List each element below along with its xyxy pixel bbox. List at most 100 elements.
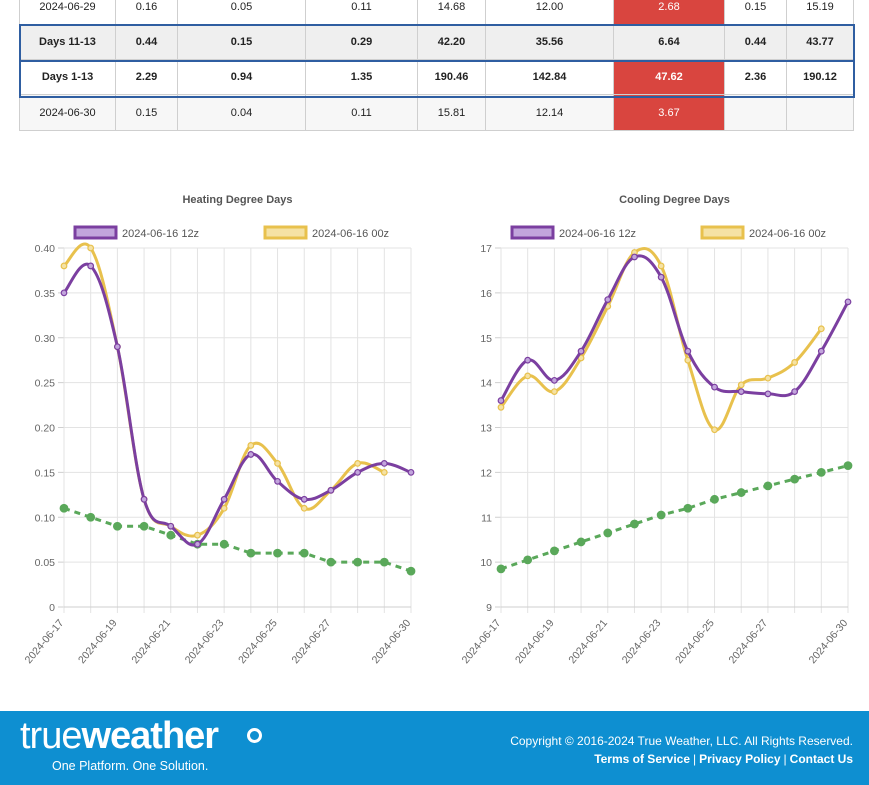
data-point [764, 374, 772, 382]
series-line [62, 262, 412, 547]
data-point [737, 381, 745, 389]
data-point [112, 521, 122, 531]
table-cell: 0.94 [177, 59, 306, 95]
y-tick-label: 0.30 [35, 333, 56, 345]
data-point [524, 356, 532, 364]
data-point [246, 548, 256, 558]
series-line-trend [63, 506, 412, 573]
table-cell: 2.29 [115, 59, 178, 95]
table-cell: 6.64 [613, 24, 725, 60]
logo-text-true: true [20, 715, 82, 757]
data-point [380, 460, 388, 467]
data-point [354, 468, 362, 476]
data-point [657, 273, 665, 281]
footer: trueweather One Platform. One Solution. … [0, 711, 869, 785]
data-point [139, 521, 149, 531]
data-point [166, 530, 176, 540]
y-tick-label: 0 [49, 602, 55, 614]
copyright-text: Copyright © 2016-2024 True Weather, LLC.… [510, 734, 853, 748]
data-point [247, 451, 255, 458]
y-tick-label: 12 [480, 467, 492, 479]
data-point [60, 262, 68, 270]
table-cell: 2024-06-30 [19, 94, 116, 131]
data-point [550, 376, 558, 384]
table-cell: 42.20 [417, 24, 486, 60]
x-tick-label: 2024-06-27 [289, 617, 333, 666]
data-point [407, 468, 415, 476]
x-tick-label: 2024-06-30 [370, 617, 414, 666]
table-cell: 43.77 [786, 24, 854, 60]
data-point [577, 347, 585, 355]
x-tick-label: 2024-06-23 [183, 617, 227, 666]
table-cell: 0.05 [177, 0, 306, 25]
table-cell [724, 94, 787, 131]
data-point [274, 460, 281, 467]
table-cell: 1.35 [305, 59, 418, 95]
table-cell: 142.84 [485, 59, 614, 95]
legend-swatch [510, 225, 555, 240]
data-point [657, 262, 665, 270]
legend-swatch [73, 225, 118, 240]
table-row: 2024-06-30 0.15 0.04 0.11 15.81 12.14 3.67 [19, 94, 854, 131]
degree-days-table: 2024-06-29 0.16 0.05 0.11 14.68 12.00 2.68 0.15… [19, 0, 854, 131]
table-cell: 35.56 [485, 24, 614, 60]
data-point [524, 372, 532, 380]
table-cell: 15.19 [786, 0, 854, 25]
data-point [711, 426, 718, 434]
table-cell: 0.44 [724, 24, 787, 60]
terms-of-service-link[interactable]: Terms of Service [594, 752, 691, 766]
contact-us-link[interactable]: Contact Us [789, 752, 853, 766]
data-point [219, 539, 229, 549]
y-tick-label: 0.15 [35, 467, 56, 479]
data-point [764, 390, 772, 398]
data-point [791, 388, 799, 396]
chart-title: Heating Degree Days [182, 194, 292, 206]
data-point [656, 510, 666, 520]
y-tick-label: 14 [480, 378, 492, 390]
table-cell: 0.44 [115, 24, 178, 60]
data-point [167, 522, 175, 530]
logo-degree-icon [247, 728, 262, 743]
series-line-trend [500, 464, 849, 571]
data-point [549, 546, 559, 556]
y-tick-label: 0.35 [35, 288, 56, 300]
x-tick-label: 2024-06-17 [23, 617, 67, 666]
data-point [710, 494, 719, 504]
data-point [220, 495, 228, 503]
table-cell: 190.12 [786, 59, 854, 95]
data-point [791, 359, 799, 366]
y-tick-label: 0.40 [35, 243, 56, 255]
data-point [300, 504, 308, 512]
y-tick-label: 0.10 [35, 512, 56, 524]
data-point [604, 296, 612, 304]
table-cell: Days 1-13 [19, 59, 116, 95]
y-tick-label: 13 [480, 423, 492, 435]
y-tick-label: 0.25 [35, 378, 56, 390]
data-point [630, 519, 639, 529]
privacy-policy-link[interactable]: Privacy Policy [699, 752, 781, 766]
data-point [274, 477, 281, 485]
data-point [379, 557, 389, 567]
y-tick-label: 0.05 [35, 557, 56, 569]
data-point [299, 548, 309, 558]
data-point [380, 468, 388, 476]
x-tick-label: 2024-06-19 [76, 617, 120, 666]
data-point [86, 512, 96, 522]
data-point [684, 347, 692, 355]
table-cell [786, 94, 854, 131]
data-point [247, 442, 255, 449]
table-cell: 0.29 [305, 24, 418, 60]
table-cell: 0.15 [177, 24, 306, 60]
data-point [790, 474, 800, 484]
y-tick-label: 16 [480, 288, 492, 300]
data-point [631, 253, 638, 261]
data-point [496, 564, 506, 574]
data-point [576, 537, 586, 547]
data-point [763, 481, 773, 491]
x-tick-label: 2024-06-30 [807, 617, 851, 666]
table-cell: 0.04 [177, 94, 306, 131]
trueweather-logo[interactable]: trueweather [20, 715, 219, 758]
table-row: 2024-06-29 0.16 0.05 0.11 14.68 12.00 2.68 0.15… [19, 0, 854, 25]
heating-degree-days-chart: Heating Degree Days 2024-06-16 12z 2024-06… [23, 194, 416, 666]
data-point [684, 356, 692, 364]
